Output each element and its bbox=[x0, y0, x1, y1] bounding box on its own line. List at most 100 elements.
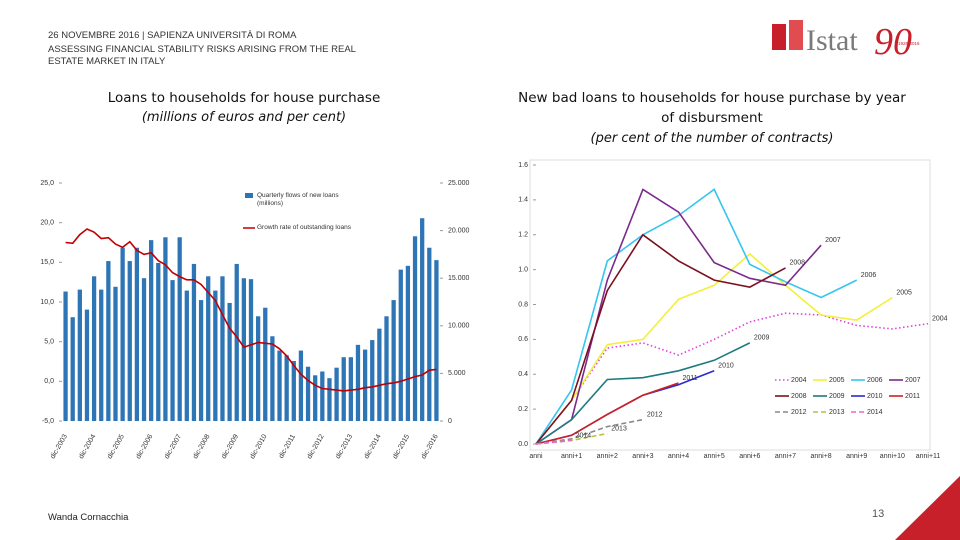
bar bbox=[198, 300, 204, 421]
logo-text: Istat bbox=[806, 24, 858, 57]
x-tick-label: anni+8 bbox=[810, 453, 831, 460]
y-tick-label: 1.0 bbox=[518, 266, 528, 273]
line bbox=[535, 188, 822, 445]
legend-label: 2013 bbox=[829, 409, 845, 416]
y2-tick-label: 0 bbox=[448, 418, 452, 425]
y2-tick-label: 10.000 bbox=[448, 323, 470, 330]
end-label: 2014 bbox=[576, 432, 592, 439]
legend-label: 2007 bbox=[905, 377, 921, 384]
x-tick-label: anni+7 bbox=[775, 453, 796, 460]
bar bbox=[134, 247, 140, 421]
bar bbox=[427, 247, 432, 421]
footer-author: Wanda Cornacchia bbox=[48, 512, 129, 523]
legend-swatch bbox=[245, 193, 253, 198]
chart-title: New bad loans to households for house pu… bbox=[518, 90, 906, 126]
bar bbox=[77, 289, 82, 421]
bar bbox=[141, 278, 147, 421]
x-tick-label: dic-2015 bbox=[392, 433, 412, 460]
x-tick-label: dic-2006 bbox=[135, 433, 155, 460]
bar bbox=[384, 316, 389, 421]
x-tick-label: anni+1 bbox=[561, 453, 582, 460]
bar bbox=[106, 261, 111, 421]
bar bbox=[277, 350, 282, 421]
bar bbox=[355, 344, 361, 421]
x-tick-label: dic-2009 bbox=[221, 433, 241, 460]
y-tick-label: 15,0 bbox=[40, 259, 54, 266]
bar bbox=[91, 276, 97, 421]
bar bbox=[341, 357, 346, 421]
end-label: 2006 bbox=[861, 272, 877, 279]
end-label: 2013 bbox=[611, 425, 627, 432]
x-tick-label: anni+2 bbox=[597, 453, 618, 460]
logo-years: 1926-2016 bbox=[898, 41, 920, 46]
legend-label: 2008 bbox=[791, 393, 807, 400]
x-tick-label: anni bbox=[529, 453, 543, 460]
logo-mark bbox=[772, 24, 786, 50]
bar bbox=[206, 276, 211, 421]
bar bbox=[149, 240, 154, 421]
bar bbox=[327, 378, 332, 421]
y2-tick-label: 5.000 bbox=[448, 370, 466, 377]
bar bbox=[362, 349, 368, 421]
chart-title: Loans to households for house purchase bbox=[107, 90, 381, 106]
bar bbox=[412, 236, 418, 421]
x-tick-label: dic-2011 bbox=[278, 433, 297, 459]
x-tick-label: dic-2016 bbox=[420, 433, 440, 460]
legend-label: Quarterly flows of new loans (millions) bbox=[257, 192, 339, 207]
legend-label: Growth rate of outstanding loans bbox=[257, 224, 351, 231]
bar bbox=[241, 278, 247, 421]
logo-mark bbox=[789, 20, 803, 50]
line bbox=[535, 312, 929, 445]
chart-subtitle: (per cent of the number of contracts) bbox=[590, 131, 834, 146]
y-tick-label: 1.6 bbox=[518, 162, 528, 169]
x-tick-label: dic-2014 bbox=[363, 433, 383, 460]
line bbox=[535, 233, 786, 445]
x-tick-label: anni+9 bbox=[846, 453, 867, 460]
bar bbox=[420, 218, 425, 421]
bar bbox=[270, 336, 275, 421]
line bbox=[535, 382, 679, 445]
end-label: 2011 bbox=[683, 375, 698, 382]
bar bbox=[348, 357, 353, 421]
bar bbox=[156, 262, 161, 421]
x-tick-label: dic-2007 bbox=[164, 433, 184, 460]
end-label: 2009 bbox=[754, 335, 770, 342]
plot-frame bbox=[529, 159, 931, 451]
end-label: 2010 bbox=[718, 363, 734, 370]
x-tick-label: dic-2005 bbox=[106, 433, 126, 460]
bar bbox=[184, 290, 189, 421]
line bbox=[65, 228, 437, 392]
y-tick-label: 0.0 bbox=[518, 441, 528, 448]
bar bbox=[234, 263, 239, 421]
bar bbox=[227, 302, 232, 421]
x-tick-label: anni+11 bbox=[916, 453, 941, 460]
y-tick-label: 0.4 bbox=[518, 371, 528, 378]
bar bbox=[255, 316, 261, 421]
bar bbox=[377, 328, 382, 421]
y-tick-label: 0,0 bbox=[44, 378, 54, 385]
corner-decoration bbox=[895, 476, 960, 540]
chart-subtitle: (millions of euros and per cent) bbox=[141, 110, 347, 125]
bar bbox=[113, 286, 118, 421]
bar bbox=[305, 366, 311, 421]
bar bbox=[313, 375, 318, 421]
y-tick-label: 0.6 bbox=[518, 336, 528, 343]
x-tick-label: dic-2003 bbox=[49, 433, 69, 460]
bar bbox=[177, 237, 182, 421]
y2-tick-label: 25.000 bbox=[448, 180, 470, 187]
end-label: 2007 bbox=[825, 237, 841, 244]
line bbox=[535, 418, 644, 445]
end-label: 2005 bbox=[896, 289, 912, 296]
y-tick-label: 20,0 bbox=[40, 220, 54, 227]
bar bbox=[291, 361, 296, 421]
x-tick-label: dic-2008 bbox=[192, 433, 212, 460]
line bbox=[535, 439, 572, 445]
bar bbox=[370, 340, 375, 421]
legend-label: 2010 bbox=[867, 393, 883, 400]
bar bbox=[434, 260, 439, 421]
bar bbox=[170, 280, 175, 421]
y-tick-label: 5,0 bbox=[44, 339, 54, 346]
x-tick-label: anni+5 bbox=[704, 453, 725, 460]
bar bbox=[127, 261, 132, 421]
